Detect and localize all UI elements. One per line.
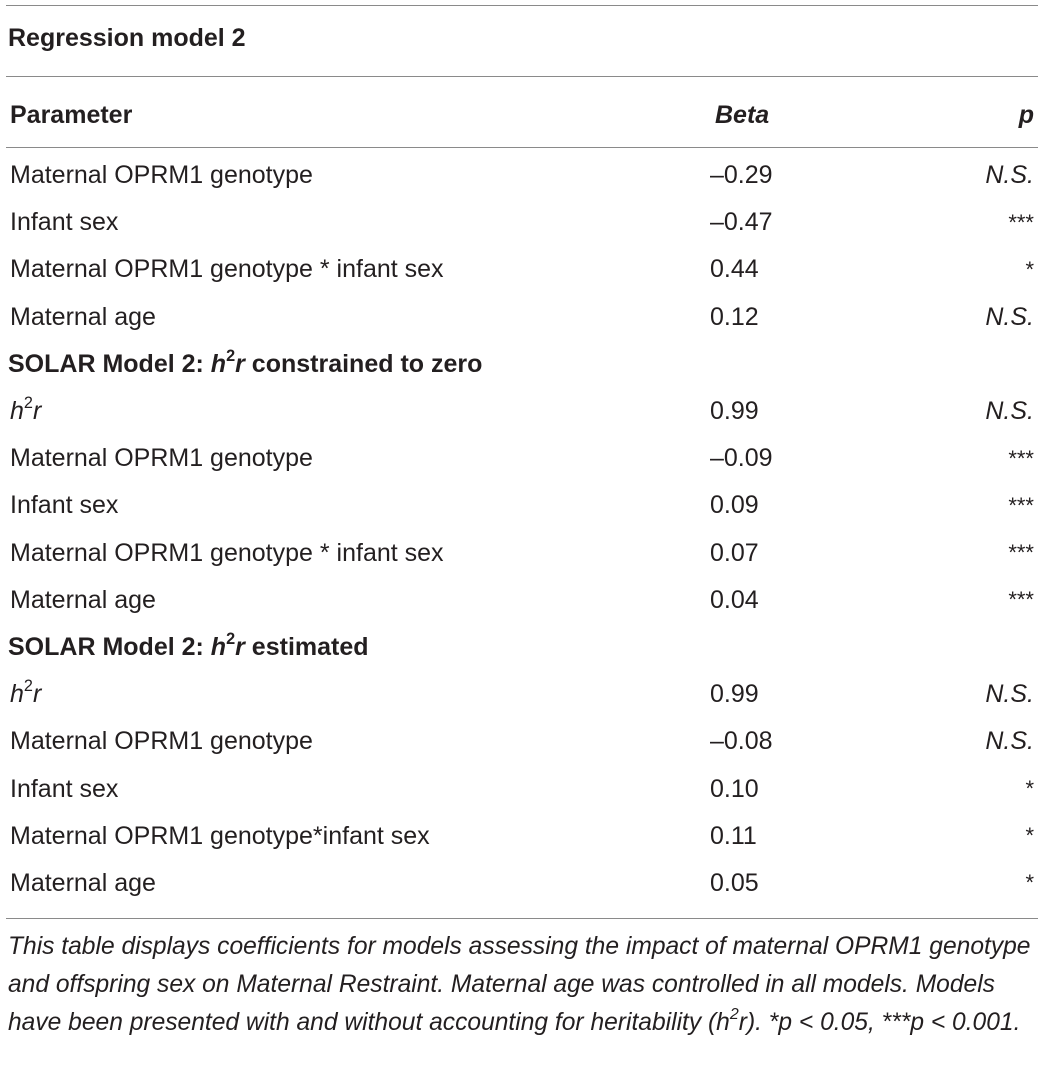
section-label: SOLAR Model 2: h2r estimated <box>0 624 1044 671</box>
row-p: N.S. <box>985 680 1034 709</box>
row-parameter: h2r <box>0 671 610 718</box>
section-r: r <box>235 349 245 378</box>
param-h: h <box>10 680 24 709</box>
row-beta: –0.09 <box>710 444 773 473</box>
table-row: h2r 0.99 N.S. <box>0 671 1044 718</box>
param-h: h <box>10 397 24 426</box>
row-parameter: h2r <box>0 388 610 435</box>
row-beta: 0.05 <box>710 868 759 897</box>
section-h: h <box>210 632 227 661</box>
table-row: Maternal age 0.12 N.S. <box>0 294 1044 341</box>
row-beta: –0.29 <box>710 161 773 190</box>
row-p: *** <box>1008 492 1034 518</box>
section-suffix: constrained to zero <box>244 349 483 378</box>
row-parameter: Maternal OPRM1 genotype <box>10 161 313 190</box>
row-p: N.S. <box>985 161 1034 190</box>
table-row: Maternal OPRM1 genotype*infant sex 0.11 … <box>0 813 1044 860</box>
table-row: Maternal OPRM1 genotype –0.08 N.S. <box>0 718 1044 765</box>
table-row: h2r 0.99 N.S. <box>0 388 1044 435</box>
row-beta: –0.08 <box>710 727 773 756</box>
row-parameter: Maternal OPRM1 genotype * infant sex <box>10 538 444 567</box>
table-row: Infant sex 0.09 *** <box>0 482 1044 529</box>
table-footnote: This table displays coefficients for mod… <box>8 928 1038 1042</box>
section-header-estimated: SOLAR Model 2: h2r estimated <box>0 624 1044 671</box>
header-row: Parameter Beta p <box>0 84 1044 146</box>
footnote-text: This table displays coefficients for mod… <box>8 933 1031 1036</box>
row-p: * <box>1025 256 1034 282</box>
section-header-constrained: SOLAR Model 2: h2r constrained to zero <box>0 341 1044 388</box>
row-p: * <box>1025 776 1034 802</box>
row-p: *** <box>1008 587 1034 613</box>
param-r: r <box>32 397 42 426</box>
table-title: Regression model 2 <box>8 24 246 52</box>
title-rule <box>6 76 1038 77</box>
row-parameter: Maternal age <box>10 585 156 614</box>
row-parameter: Infant sex <box>10 491 119 520</box>
table-row: Infant sex –0.47 *** <box>0 199 1044 246</box>
row-p: N.S. <box>985 302 1034 331</box>
section-suffix: estimated <box>244 632 369 661</box>
row-beta: 0.12 <box>710 302 759 331</box>
row-parameter: Maternal OPRM1 genotype*infant sex <box>10 821 430 850</box>
section-sup: 2 <box>226 346 236 365</box>
row-parameter: Maternal OPRM1 genotype <box>10 444 313 473</box>
table-row: Infant sex 0.10 * <box>0 765 1044 812</box>
section-h: h <box>210 349 227 378</box>
row-parameter: Maternal age <box>10 302 156 331</box>
table-row: Maternal age 0.04 *** <box>0 577 1044 624</box>
section-sup: 2 <box>226 630 236 649</box>
data-table: Parameter Beta p Maternal OPRM1 genotype… <box>0 84 1044 907</box>
param-r: r <box>32 680 42 709</box>
footnote-text-end: r). *p < 0.05, ***p < 0.001. <box>738 1009 1021 1036</box>
top-rule <box>6 5 1038 6</box>
table-row: Maternal OPRM1 genotype –0.29 N.S. <box>0 146 1044 199</box>
row-parameter: Infant sex <box>10 774 119 803</box>
bottom-rule <box>6 918 1038 919</box>
section-prefix: SOLAR Model 2: <box>8 349 211 378</box>
header-beta: Beta <box>715 100 770 129</box>
row-beta: 0.44 <box>710 255 759 284</box>
param-sup: 2 <box>23 394 33 413</box>
table-row: Maternal age 0.05 * <box>0 860 1044 907</box>
row-p: * <box>1025 870 1034 896</box>
row-p: *** <box>1008 209 1034 235</box>
row-parameter: Maternal OPRM1 genotype * infant sex <box>10 255 444 284</box>
row-beta: 0.07 <box>710 538 759 567</box>
table-row: Maternal OPRM1 genotype * infant sex 0.0… <box>0 530 1044 577</box>
param-sup: 2 <box>23 677 33 696</box>
row-beta: 0.04 <box>710 585 759 614</box>
row-p: *** <box>1008 540 1034 566</box>
row-parameter: Infant sex <box>10 208 119 237</box>
row-p: * <box>1025 823 1034 849</box>
header-rule <box>6 147 1038 148</box>
row-parameter: Maternal age <box>10 868 156 897</box>
row-beta: 0.10 <box>710 774 759 803</box>
row-beta: 0.99 <box>710 397 759 426</box>
header-p: p <box>1018 100 1034 129</box>
section-label: SOLAR Model 2: h2r constrained to zero <box>0 341 1044 388</box>
row-beta: –0.47 <box>710 208 773 237</box>
footnote-sup: 2 <box>729 1006 739 1024</box>
row-beta: 0.09 <box>710 491 759 520</box>
row-beta: 0.99 <box>710 680 759 709</box>
row-beta: 0.11 <box>710 821 757 850</box>
row-parameter: Maternal OPRM1 genotype <box>10 727 313 756</box>
row-p: N.S. <box>985 727 1034 756</box>
row-p: *** <box>1008 445 1034 471</box>
table-row: Maternal OPRM1 genotype –0.09 *** <box>0 435 1044 482</box>
section-prefix: SOLAR Model 2: <box>8 632 211 661</box>
row-p: N.S. <box>985 397 1034 426</box>
header-parameter: Parameter <box>10 100 133 129</box>
section-r: r <box>235 632 245 661</box>
table-row: Maternal OPRM1 genotype * infant sex 0.4… <box>0 246 1044 293</box>
